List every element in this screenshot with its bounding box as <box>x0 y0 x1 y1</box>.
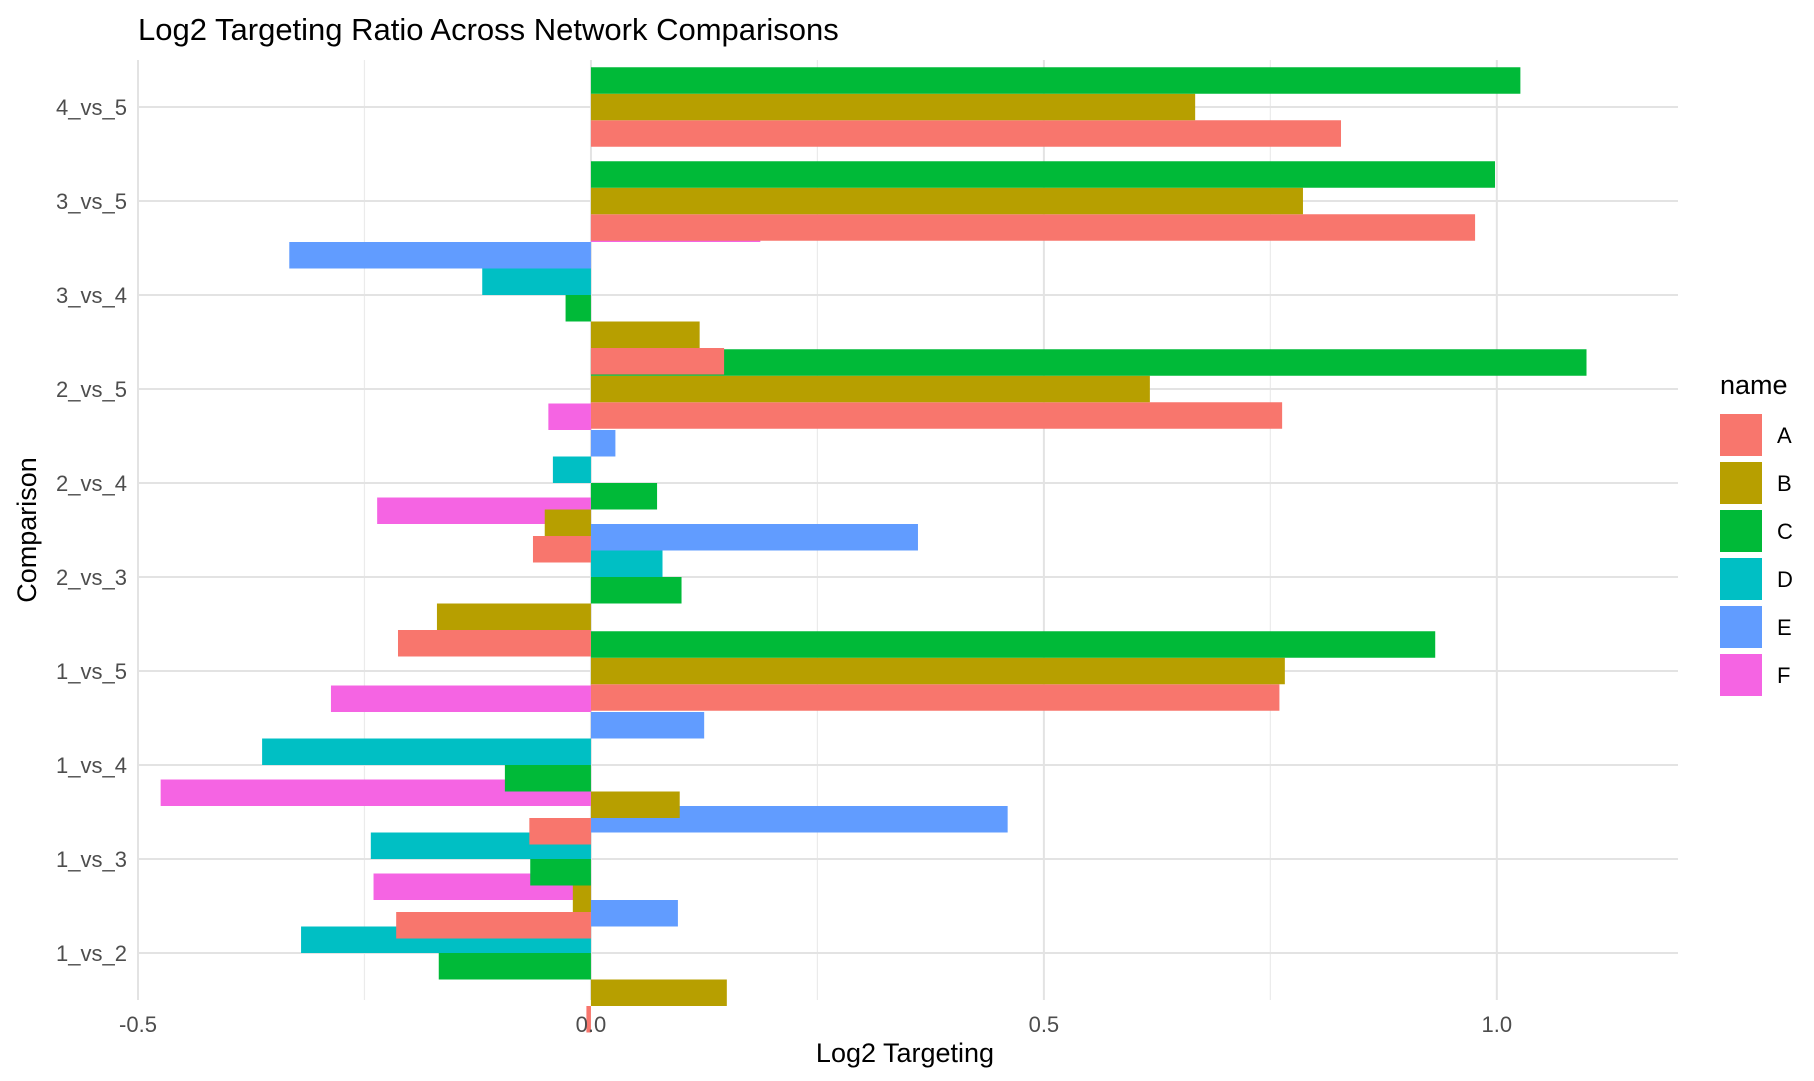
legend-key-E <box>1720 606 1762 648</box>
x-tick-label: 1.0 <box>1482 1012 1513 1037</box>
y-tick-label: 2_vs_5 <box>56 377 127 402</box>
bar-4_vs_5-C <box>590 67 1521 94</box>
legend-label: D <box>1777 567 1793 592</box>
y-tick-label: 1_vs_2 <box>56 941 127 966</box>
bar-2_vs_4-A <box>532 536 591 563</box>
bar-3_vs_4-E <box>289 242 591 269</box>
y-axis-label: Comparison <box>12 457 42 603</box>
bar-1_vs_2-B <box>590 979 727 1006</box>
bar-3_vs_4-B <box>590 321 700 348</box>
bar-4_vs_5-B <box>590 93 1196 121</box>
bar-1_vs_5-C <box>590 631 1436 658</box>
bar-2_vs_4-E <box>590 430 616 457</box>
legend-label: B <box>1777 471 1792 496</box>
y-tick-label: 4_vs_5 <box>56 95 127 120</box>
x-tick-label: -0.5 <box>119 1012 157 1037</box>
y-tick-label: 2_vs_3 <box>56 565 127 590</box>
bar-1_vs_2-A <box>586 1006 591 1033</box>
bar-4_vs_5-A <box>590 120 1342 147</box>
bar-2_vs_5-B <box>590 375 1150 403</box>
bar-1_vs_4-D <box>262 738 591 765</box>
bars <box>160 67 1587 1033</box>
legend-key-A <box>1720 414 1762 456</box>
y-tick-label: 2_vs_4 <box>56 471 127 496</box>
legend-label: C <box>1777 519 1793 544</box>
bar-2_vs_4-F <box>548 403 591 430</box>
bar-2_vs_4-B <box>544 509 591 536</box>
legend-key-F <box>1720 654 1762 696</box>
bar-1_vs_4-A <box>529 818 591 845</box>
legend-label: A <box>1777 423 1792 448</box>
x-axis-label: Log2 Targeting <box>816 1038 994 1068</box>
y-axis-ticks: 1_vs_2 1_vs_3 1_vs_4 1_vs_5 2_vs_3 2_vs_4 2_vs… <box>56 95 127 966</box>
legend-key-C <box>1720 510 1762 552</box>
chart-title: Log2 Targeting Ratio Across Network Comp… <box>138 12 839 47</box>
bar-2_vs_3-D <box>590 550 663 577</box>
legend-title: name <box>1720 370 1788 400</box>
legend-key-B <box>1720 462 1762 504</box>
legend-label: E <box>1777 615 1792 640</box>
y-tick-label: 3_vs_4 <box>56 283 127 308</box>
bar-1_vs_3-C <box>530 859 591 886</box>
bar-1_vs_2-E <box>590 900 678 927</box>
y-tick-label: 3_vs_5 <box>56 189 127 214</box>
bar-3_vs_5-A <box>590 214 1476 241</box>
x-tick-label: 0.5 <box>1029 1012 1060 1037</box>
bar-1_vs_5-B <box>590 657 1285 685</box>
bar-1_vs_4-E <box>590 712 705 739</box>
bar-1_vs_4-B <box>590 791 680 818</box>
bar-2_vs_4-C <box>590 483 658 510</box>
bar-3_vs_4-A <box>590 348 725 375</box>
bar-3_vs_4-D <box>482 268 591 295</box>
bar-2_vs_5-A <box>590 402 1283 429</box>
legend-key-D <box>1720 558 1762 600</box>
bar-2_vs_3-B <box>436 603 591 630</box>
bar-2_vs_3-C <box>590 577 682 604</box>
legend-label: F <box>1777 663 1790 688</box>
y-tick-label: 1_vs_4 <box>56 753 127 778</box>
bar-2_vs_5-C <box>590 349 1587 376</box>
bar-2_vs_4-D <box>552 456 591 483</box>
bar-3_vs_5-C <box>590 161 1496 188</box>
bar-1_vs_5-A <box>590 684 1280 711</box>
bar-1_vs_4-F <box>330 685 591 712</box>
x-axis-ticks: -0.5 0.0 0.5 1.0 <box>119 1012 1512 1037</box>
y-tick-label: 1_vs_3 <box>56 847 127 872</box>
bar-1_vs_4-C <box>504 765 591 792</box>
bar-3_vs_4-C <box>565 295 591 322</box>
y-tick-label: 1_vs_5 <box>56 659 127 684</box>
bar-2_vs_3-E <box>590 524 918 551</box>
bar-1_vs_3-B <box>572 885 591 912</box>
bar-2_vs_3-A <box>397 630 591 657</box>
x-tick-label: 0.0 <box>576 1012 607 1037</box>
bar-1_vs_2-C <box>438 953 591 980</box>
bar-1_vs_3-A <box>396 912 591 939</box>
bar-3_vs_5-B <box>590 187 1303 215</box>
